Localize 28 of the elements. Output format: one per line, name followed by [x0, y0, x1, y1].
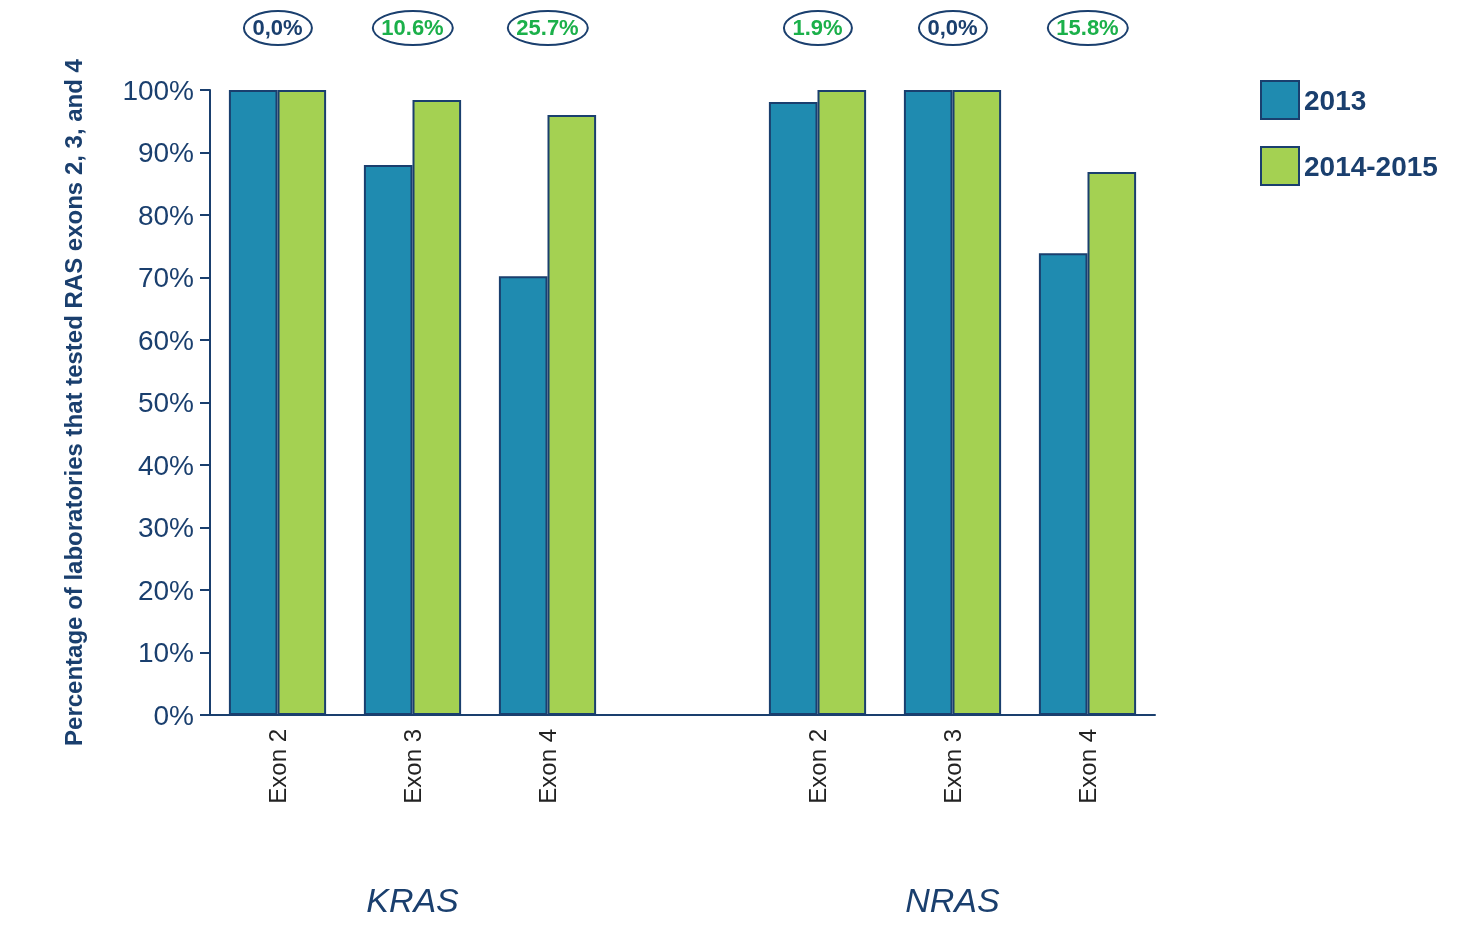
text: 15.8% — [1046, 10, 1129, 46]
text: 0,0% — [917, 10, 988, 46]
x-tick-label: Exon 3 — [939, 729, 966, 804]
text: 0,0% — [242, 10, 313, 46]
y-tick-label: 20% — [137, 574, 194, 606]
x-tick-label: Exon 2 — [264, 729, 291, 804]
y-tick-label: 30% — [137, 512, 194, 543]
legend-label: 2013 — [1304, 84, 1367, 116]
y-axis-title: Percentage of laboratories that tested RAS exons 2, 3, and 4 — [59, 58, 87, 746]
y-tick-label: 60% — [137, 324, 194, 356]
x-tick-label: Exon 3 — [399, 729, 426, 804]
text: 10.6% — [371, 10, 454, 46]
y-tick-label: 70% — [137, 262, 194, 293]
text: NRAS — [905, 880, 1000, 920]
text: 1.9% — [782, 10, 853, 46]
legend-label: 2014-2015 — [1304, 150, 1438, 182]
x-tick-label: Exon 2 — [804, 729, 831, 804]
y-tick-label: 40% — [137, 449, 194, 481]
text: KRAS — [366, 880, 459, 920]
y-tick-label: 0% — [153, 699, 194, 731]
y-tick-label: 80% — [137, 199, 194, 231]
x-tick-label: Exon 4 — [534, 729, 561, 804]
x-tick-label: Exon 4 — [1074, 729, 1101, 804]
y-tick-label: 100% — [122, 74, 194, 106]
text: 25.7% — [506, 10, 589, 46]
y-tick-label: 90% — [137, 137, 194, 168]
y-tick-label: 10% — [137, 637, 194, 668]
y-tick-label: 50% — [137, 387, 194, 418]
